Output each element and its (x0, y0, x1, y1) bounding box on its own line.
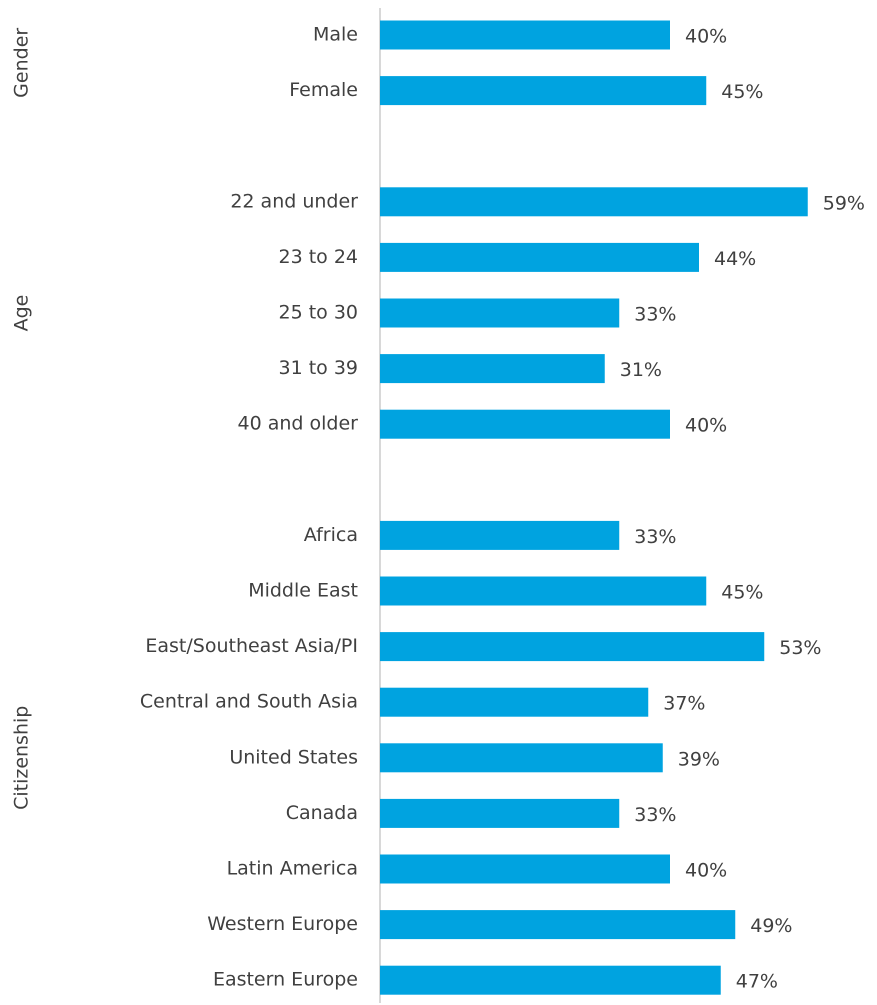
category-label: Female (289, 79, 358, 101)
value-label: 31% (620, 359, 662, 381)
category-label: Canada (286, 802, 358, 824)
value-label: 33% (634, 804, 676, 826)
bar (380, 298, 620, 328)
bar (380, 520, 620, 550)
bar (380, 76, 707, 106)
bar (380, 409, 670, 439)
bar (380, 632, 765, 662)
group-label: Citizenship (11, 706, 33, 810)
value-label: 40% (685, 860, 727, 882)
bar (380, 687, 649, 717)
bar (380, 743, 663, 773)
bar (380, 798, 620, 828)
bar (380, 354, 605, 384)
value-label: 37% (663, 693, 705, 715)
category-label: 23 to 24 (278, 246, 358, 268)
category-label: 22 and under (230, 190, 358, 212)
bar (380, 20, 670, 50)
value-label: 45% (721, 81, 763, 103)
bar (380, 576, 707, 606)
category-label: United States (229, 746, 358, 768)
group-label: Gender (11, 28, 33, 98)
value-label: 39% (678, 748, 720, 770)
bar (380, 965, 721, 995)
category-label: Africa (304, 524, 358, 546)
bar (380, 242, 699, 272)
value-label: 53% (779, 637, 821, 659)
category-label: Latin America (227, 858, 358, 880)
category-label: Male (313, 24, 358, 46)
value-label: 49% (750, 915, 792, 937)
bar (380, 187, 808, 217)
value-label: 40% (685, 415, 727, 437)
value-label: 47% (736, 971, 778, 993)
category-label: Central and South Asia (140, 691, 358, 713)
category-label: Eastern Europe (213, 969, 358, 991)
bar (380, 910, 736, 940)
value-label: 45% (721, 582, 763, 604)
value-label: 33% (634, 304, 676, 326)
category-label: East/Southeast Asia/PI (145, 635, 358, 657)
category-label: Western Europe (207, 913, 358, 935)
group-label: Age (11, 295, 33, 332)
category-label: Middle East (248, 580, 358, 602)
value-label: 59% (823, 192, 865, 214)
category-label: 40 and older (238, 413, 359, 435)
value-label: 44% (714, 248, 756, 270)
value-label: 33% (634, 526, 676, 548)
bar (380, 854, 670, 884)
category-label: 25 to 30 (278, 302, 358, 324)
category-label: 31 to 39 (278, 357, 358, 379)
value-label: 40% (685, 26, 727, 48)
